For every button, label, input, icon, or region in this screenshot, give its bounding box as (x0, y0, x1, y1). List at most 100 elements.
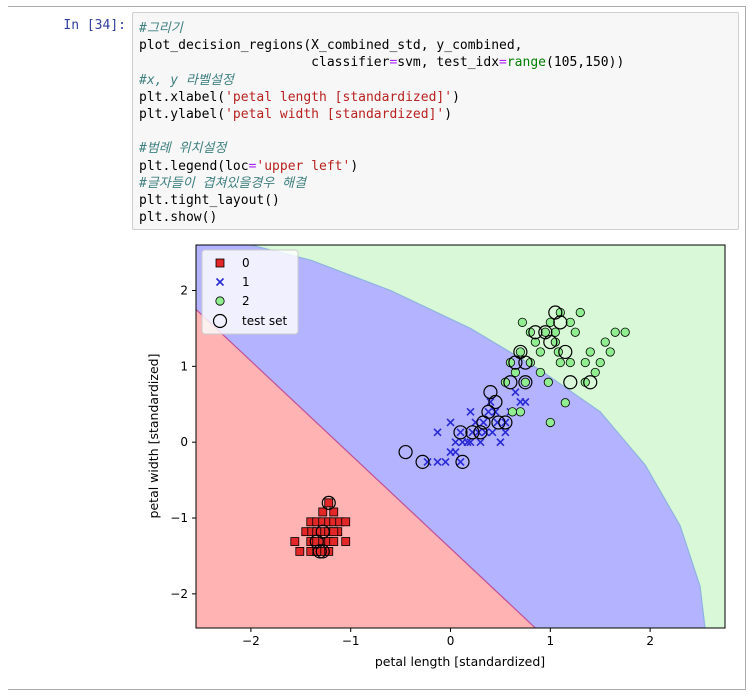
x-stroke (433, 428, 442, 437)
data-point-class-1 (466, 438, 475, 447)
data-point-class-1 (488, 428, 497, 437)
x-tick-label: 2 (646, 634, 654, 648)
data-point-class-2 (550, 327, 560, 337)
legend-marker-square (215, 258, 225, 268)
x-stroke (481, 428, 490, 437)
test-set-marker (398, 444, 413, 460)
data-point-class-1 (456, 428, 465, 437)
code-token: plt.tight_layout() (139, 193, 280, 209)
input-prompt: In [34]: (63, 18, 126, 33)
code-token: = (499, 55, 507, 71)
code-token: plt.ylabel( (139, 107, 226, 123)
data-point-class-2 (580, 377, 590, 387)
test-set-marker (583, 375, 598, 390)
code-token: = (389, 55, 398, 71)
test-set-marker (315, 544, 330, 559)
data-point-class-1 (479, 418, 488, 427)
code-token: svm, test_idx (397, 55, 500, 71)
data-point-class-0 (329, 507, 339, 517)
data-point-class-2 (500, 377, 511, 387)
data-point-class-2 (545, 317, 555, 327)
x-stroke (484, 407, 493, 416)
test-set-marker (528, 325, 543, 340)
decision-boundary-1-2 (250, 245, 706, 628)
y-axis-ticks: −2 −1 0 1 2 (170, 284, 196, 601)
test-set-marker (455, 454, 470, 470)
code-line: #x, y 라벨설정 (139, 72, 624, 89)
test-set-marker (543, 334, 558, 350)
data-point-class-2 (530, 337, 540, 347)
x-tick-label: −2 (242, 634, 260, 648)
cell-output: −2 −1 0 1 2 −2 −1 0 1 2 petal length [standardiz… (132, 236, 742, 676)
test-set-marker (518, 375, 533, 390)
code-input-area[interactable]: #그리기 plot_decision_regions(X_combined_std… (132, 12, 739, 230)
data-point-class-1 (423, 457, 432, 466)
data-point-class-2 (525, 357, 535, 368)
data-point-class-1 (496, 438, 505, 447)
x-stroke (456, 428, 465, 437)
data-point-class-2 (520, 377, 530, 387)
legend-label: test set (242, 314, 287, 328)
x-stroke (521, 397, 530, 407)
legend-marker-x (215, 277, 225, 287)
data-point-class-2 (575, 307, 585, 318)
data-point-class-2 (600, 337, 610, 347)
data-point-class-1 (433, 457, 442, 466)
code-token: classifier (139, 55, 390, 71)
data-point-class-2 (540, 327, 550, 337)
plot-frame (195, 244, 726, 629)
x-tick-label: −1 (342, 634, 360, 648)
test-set-marker (553, 315, 568, 330)
data-point-class-1 (486, 397, 495, 407)
code-token: #글자들이 겹쳐있을경우 해결 (139, 175, 307, 191)
code-line (139, 123, 624, 140)
code-token: 'upper left' (256, 158, 351, 174)
data-points (290, 305, 630, 559)
code-line: plot_decision_regions(X_combined_std, y_… (139, 37, 624, 54)
data-point-class-2 (565, 317, 575, 327)
x-stroke (433, 457, 442, 466)
data-point-class-2 (605, 347, 615, 357)
data-point-class-1 (466, 407, 475, 416)
data-point-class-2 (535, 347, 545, 357)
data-point-class-2 (565, 357, 575, 368)
code-editor[interactable]: #그리기 plot_decision_regions(X_combined_std… (139, 20, 624, 226)
data-point-class-0 (324, 498, 334, 508)
legend-marker-test-set (212, 313, 228, 329)
test-set-marker (453, 425, 468, 440)
test-set-marker (558, 344, 573, 360)
data-point-class-1 (441, 457, 450, 466)
x-stroke (451, 447, 460, 457)
data-point-class-1 (451, 447, 460, 457)
data-point-class-0 (329, 527, 339, 537)
data-point-class-0 (341, 517, 351, 527)
code-token: plt.show() (139, 210, 218, 226)
test-set-marker (483, 385, 498, 400)
data-point-class-0 (318, 507, 328, 517)
data-point-class-1 (451, 438, 460, 447)
legend-box (201, 249, 299, 335)
code-line: classifier=svm, test_idx=range(105,150)) (139, 54, 624, 71)
data-point-class-2 (560, 398, 570, 408)
test-set-marker (415, 454, 430, 470)
code-token: ) (452, 89, 460, 105)
x-stroke (466, 407, 475, 416)
y-tick-label: 0 (180, 435, 188, 449)
data-point-class-2 (535, 367, 545, 378)
x-stroke (479, 418, 488, 427)
code-token: plt.xlabel( (139, 89, 226, 105)
data-point-class-2 (525, 327, 535, 337)
data-point-class-2 (590, 367, 600, 378)
x-stroke (501, 428, 510, 437)
code-token: range (506, 55, 546, 71)
data-point-class-2 (595, 357, 605, 368)
y-axis-label: petal width [standardized] (146, 354, 161, 519)
legend-marker-circle (215, 296, 225, 306)
legend-label: 0 (242, 256, 250, 270)
code-token: 'petal width [standardized]' (225, 107, 445, 123)
code-line: plt.ylabel('petal width [standardized]') (139, 106, 624, 123)
code-token: plot_decision_regions(X_combined_std, y_… (139, 38, 523, 54)
test-set-marker (321, 495, 336, 510)
data-point-class-1 (463, 438, 472, 447)
x-stroke (476, 438, 485, 447)
